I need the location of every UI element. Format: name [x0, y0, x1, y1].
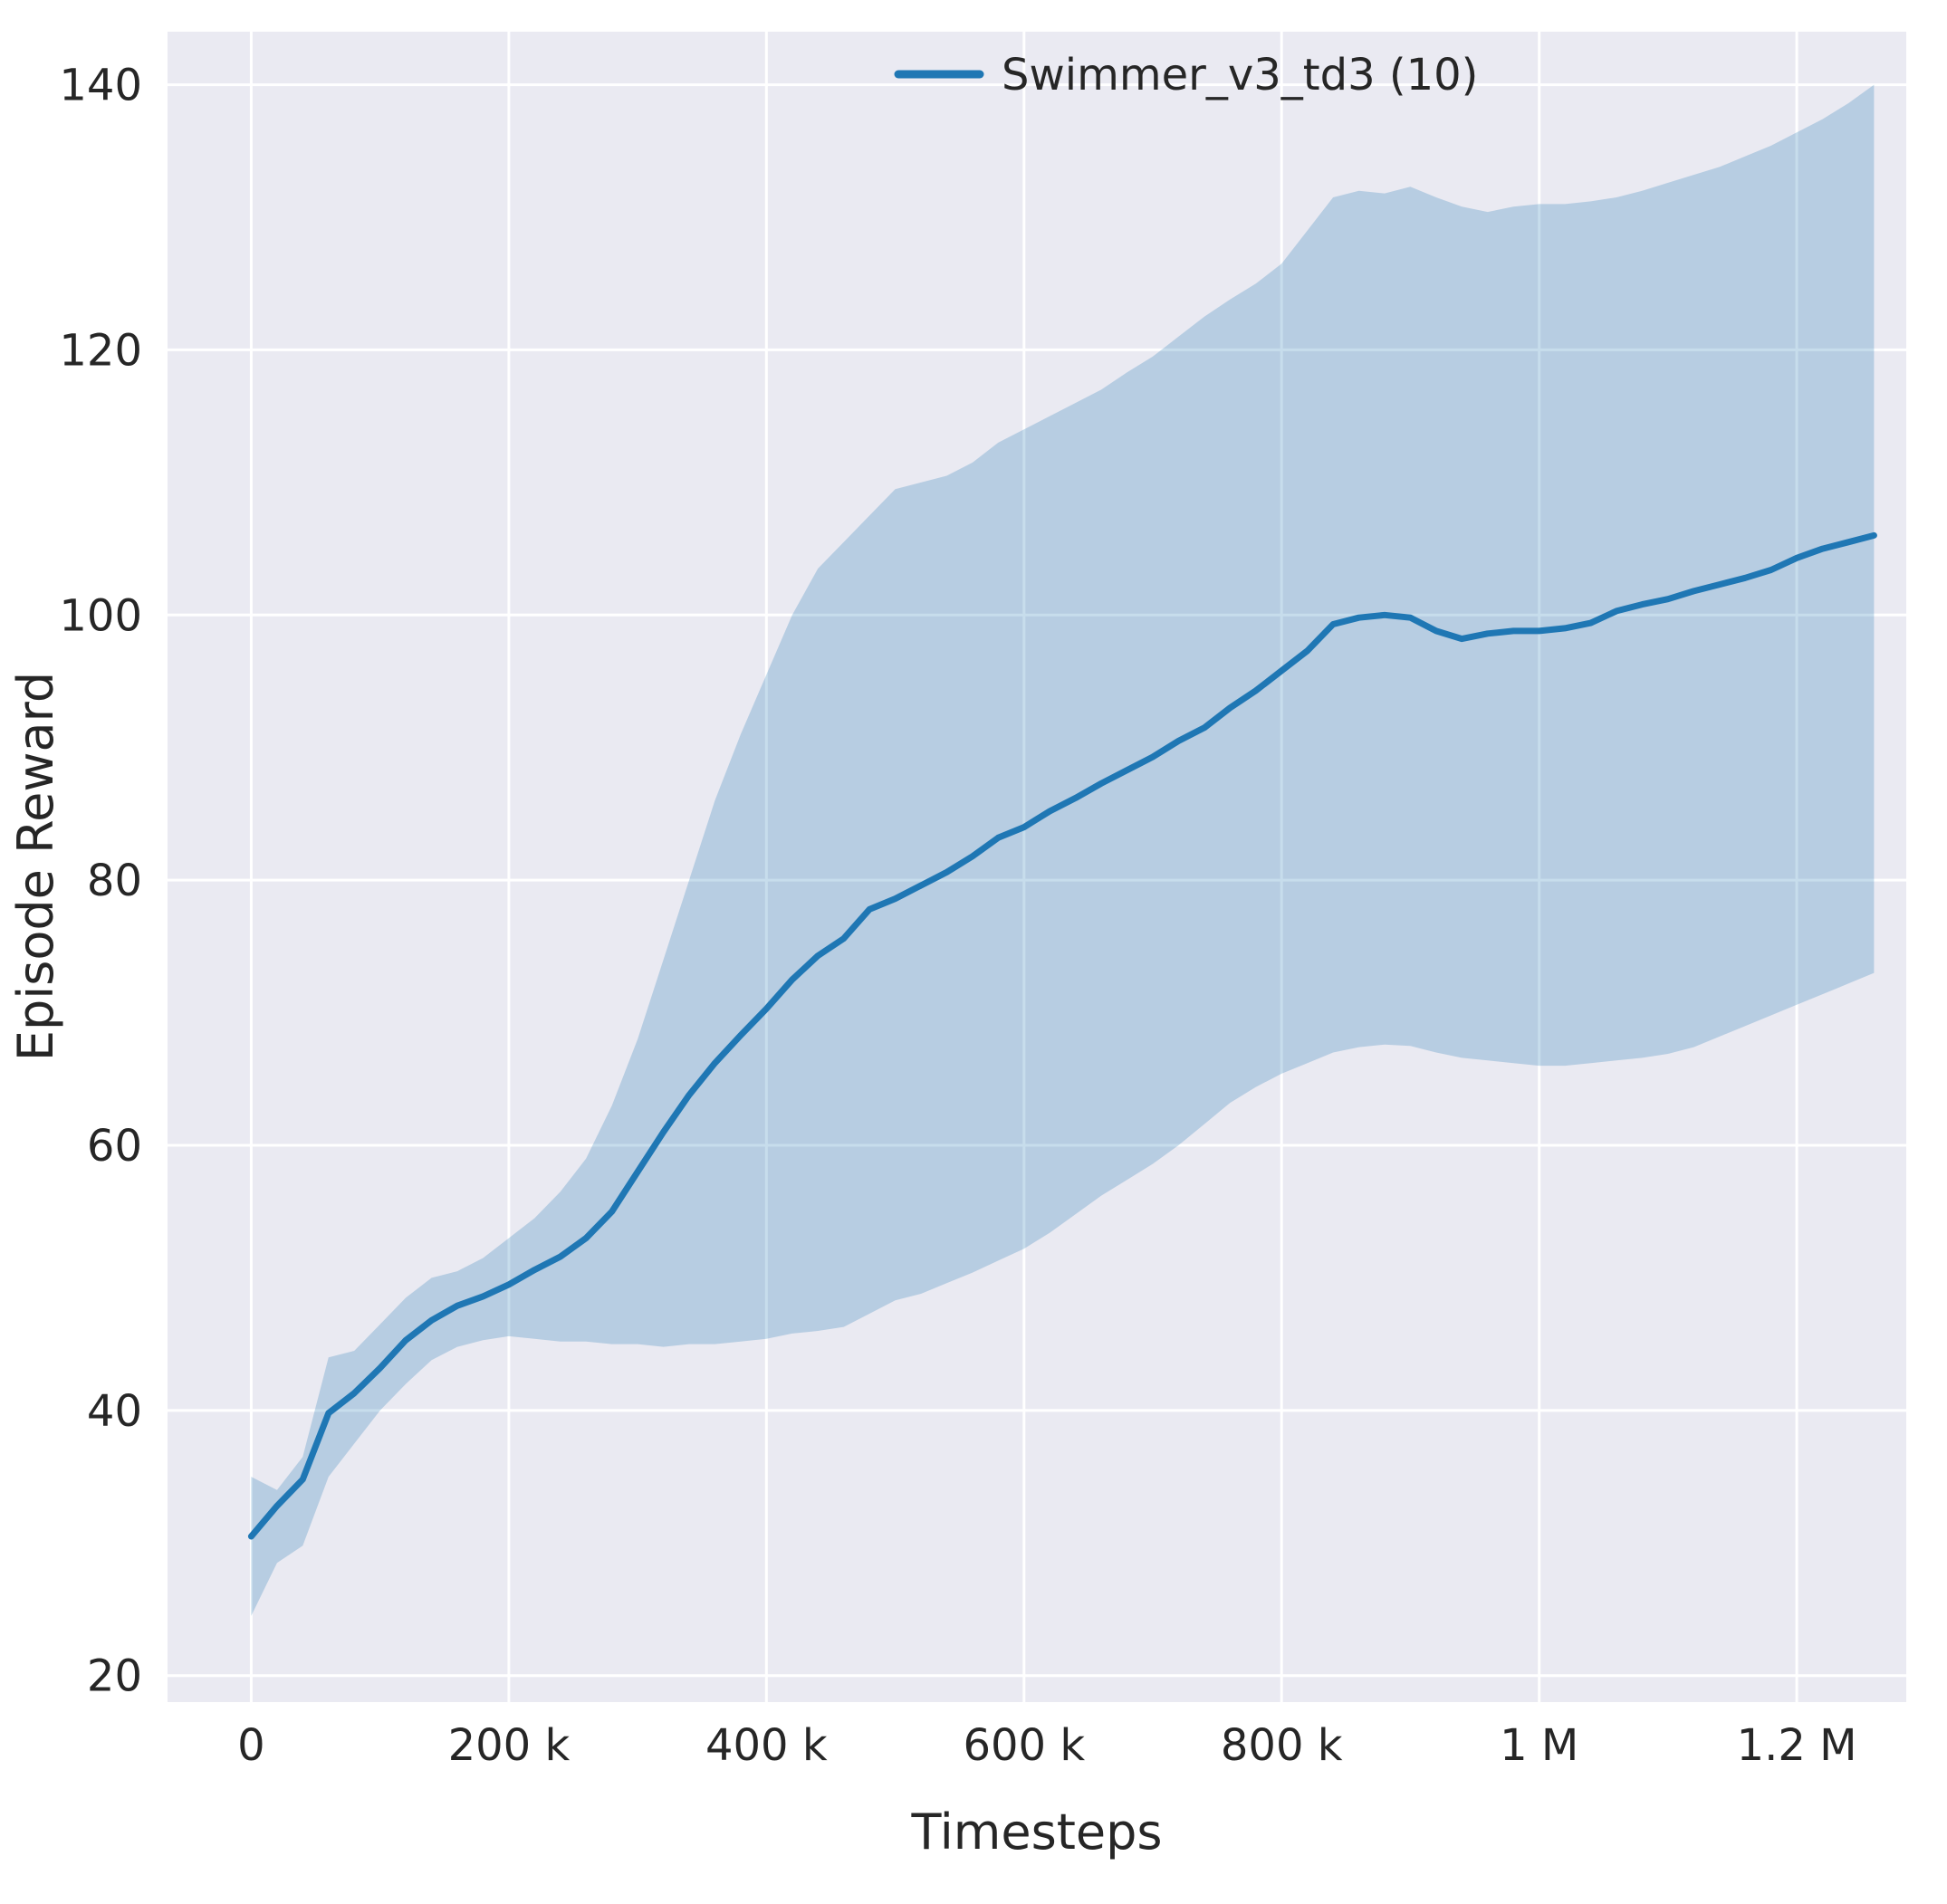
y-tick-label: 120 [59, 325, 142, 376]
legend-label: Swimmer_v3_td3 (10) [1002, 50, 1478, 100]
y-tick-label: 100 [59, 590, 142, 641]
y-axis-label: Episode Reward [7, 672, 64, 1061]
x-tick-label: 1.2 M [1737, 1720, 1857, 1771]
tick-labels: 0 200 k 400 k 600 k 800 k 1 M 1.2 M 20 40 60 80 100… [59, 61, 1856, 1771]
grid [168, 32, 1906, 1702]
x-tick-label: 1 M [1500, 1720, 1578, 1771]
y-tick-label: 60 [87, 1121, 142, 1172]
y-tick-label: 40 [87, 1386, 142, 1437]
x-tick-label: 0 [237, 1720, 265, 1771]
x-axis-label: Timesteps [910, 1804, 1162, 1861]
confidence-band-layer [251, 84, 1875, 1616]
plot-area [168, 32, 1906, 1702]
legend: Swimmer_v3_td3 (10) [894, 50, 1478, 100]
x-tick-label: 200 k [448, 1720, 571, 1771]
y-tick-label: 80 [87, 856, 142, 906]
y-tick-label: 140 [59, 61, 142, 111]
confidence-band [251, 84, 1875, 1616]
x-tick-label: 400 k [705, 1720, 828, 1771]
x-tick-label: 800 k [1221, 1720, 1343, 1771]
series-line [247, 531, 1877, 1540]
x-tick-label: 600 k [963, 1720, 1085, 1771]
y-tick-label: 20 [87, 1651, 142, 1702]
series-line-layer [247, 531, 1877, 1540]
